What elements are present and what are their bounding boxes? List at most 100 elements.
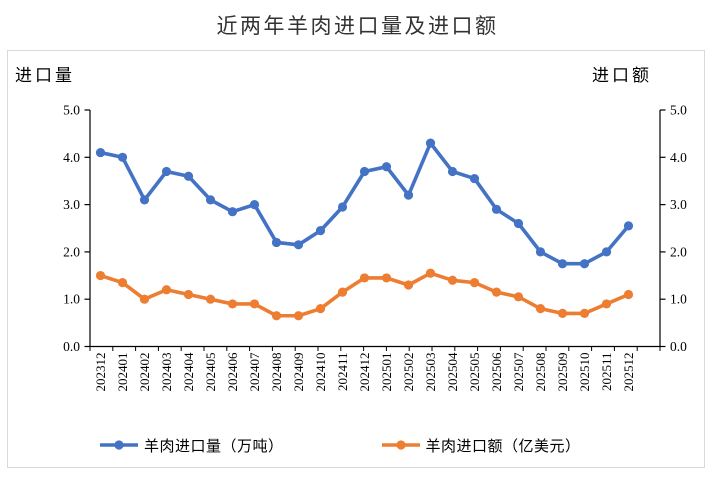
y-axis-tick-label-right: 1.0 <box>670 292 687 307</box>
data-point-import-value <box>117 278 128 288</box>
data-point-import-volume <box>161 166 172 177</box>
x-axis-tick-label: 202405 <box>203 353 218 392</box>
data-point-import-volume <box>535 247 546 257</box>
x-axis-tick-label: 202512 <box>621 353 636 392</box>
data-point-import-value <box>381 273 392 283</box>
x-axis-tick-label: 202510 <box>577 353 592 392</box>
data-point-import-volume <box>337 202 348 212</box>
x-axis-tick-label: 202403 <box>159 353 174 392</box>
y-axis-tick-label-left: 4.0 <box>63 150 80 165</box>
x-axis-tick-label: 202404 <box>181 352 196 392</box>
legend-label-import-value: 羊肉进口额（亿美元） <box>425 438 581 455</box>
import-value-legend-marker-icon <box>381 440 420 450</box>
chart-figure: 进口量 进口额 羊肉进口量（万吨） 羊肉进口额（亿美元） <box>7 50 705 468</box>
data-point-import-volume <box>513 218 524 229</box>
data-point-import-volume <box>205 195 216 205</box>
x-axis-tick-label: 202507 <box>511 352 526 392</box>
data-point-import-value <box>579 308 590 318</box>
data-point-import-value <box>139 294 150 304</box>
data-point-import-value <box>359 273 370 283</box>
data-point-import-volume <box>425 138 436 148</box>
legend-item-import-value: 羊肉进口额（亿美元） <box>381 435 581 455</box>
data-point-import-volume <box>183 171 194 181</box>
data-point-import-value <box>315 304 326 314</box>
data-point-import-volume <box>359 166 370 177</box>
data-point-import-value <box>337 287 348 297</box>
y-axis-tick-label-left: 1.0 <box>63 292 80 307</box>
x-axis-tick-label: 202406 <box>225 352 240 392</box>
x-axis-tick-label: 202508 <box>533 353 548 392</box>
x-axis-tick-label: 202504 <box>445 352 460 392</box>
data-point-import-volume <box>117 152 128 162</box>
x-axis-tick-label: 202312 <box>93 353 108 392</box>
data-point-import-value <box>183 289 194 300</box>
right-axis-title: 进口额 <box>592 66 652 85</box>
x-axis-tick-label: 202411 <box>335 353 350 392</box>
x-axis-tick-label: 202409 <box>291 353 306 392</box>
data-point-import-value <box>293 311 304 321</box>
x-axis-tick-label: 202412 <box>357 353 372 392</box>
data-point-import-value <box>403 280 414 290</box>
data-point-import-volume <box>249 200 260 210</box>
import-volume-legend-marker-icon <box>100 440 138 450</box>
data-point-import-volume <box>381 162 392 172</box>
data-point-import-volume <box>623 221 634 231</box>
y-axis-tick-label-right: 4.0 <box>670 150 687 165</box>
x-axis-tick-label: 202506 <box>489 352 504 392</box>
x-axis-tick-label: 202505 <box>467 353 482 392</box>
data-point-import-value <box>425 268 436 278</box>
data-point-import-value <box>535 304 546 314</box>
y-axis-tick-label-left: 2.0 <box>63 244 80 259</box>
x-axis-tick-label: 202502 <box>401 353 416 392</box>
x-axis-tick-label: 202509 <box>555 353 570 392</box>
data-point-import-volume <box>271 237 282 248</box>
data-point-import-value <box>205 294 216 304</box>
data-point-import-volume <box>403 190 414 200</box>
data-point-import-value <box>95 270 106 281</box>
y-axis-tick-label-left: 5.0 <box>63 103 80 118</box>
legend-item-import-volume: 羊肉进口量（万吨） <box>99 435 284 455</box>
y-axis-tick-label-right: 2.0 <box>670 244 687 259</box>
data-point-import-volume <box>601 247 612 257</box>
data-point-import-value <box>447 275 458 285</box>
data-point-import-value <box>623 289 634 300</box>
x-axis-tick-label: 202402 <box>137 353 152 392</box>
data-point-import-value <box>249 299 260 309</box>
data-point-import-value <box>513 292 524 302</box>
y-axis-tick-label-right: 3.0 <box>670 197 687 212</box>
data-point-import-volume <box>139 195 150 205</box>
legend-label-import-volume: 羊肉进口量（万吨） <box>144 438 284 455</box>
data-point-import-volume <box>447 166 458 177</box>
series-line-import-volume <box>98 141 631 266</box>
y-axis-tick-label-left: 3.0 <box>63 197 80 212</box>
data-point-import-value <box>491 287 502 297</box>
x-axis-tick-label: 202408 <box>269 353 284 392</box>
x-axis-tick-label: 202503 <box>423 353 438 392</box>
data-point-import-value <box>601 299 612 309</box>
data-point-import-volume <box>227 207 238 217</box>
data-point-import-volume <box>95 147 106 158</box>
data-point-import-volume <box>557 259 568 269</box>
x-axis-tick-label: 202501 <box>379 353 394 392</box>
data-point-import-value <box>557 308 568 318</box>
data-point-import-volume <box>469 173 480 184</box>
data-point-import-volume <box>315 226 326 236</box>
x-axis-tick-label: 202410 <box>313 353 328 392</box>
y-axis-tick-label-right: 0.0 <box>670 339 687 354</box>
x-axis-tick-label: 202511 <box>599 353 614 392</box>
x-axis-tick-label: 202407 <box>247 352 262 392</box>
data-point-import-volume <box>293 240 304 250</box>
y-axis-tick-label-left: 0.0 <box>63 339 80 354</box>
data-point-import-value <box>161 285 172 295</box>
data-point-import-value <box>271 311 282 321</box>
data-point-import-value <box>469 278 480 288</box>
data-point-import-volume <box>491 204 502 214</box>
y-axis-tick-label-right: 5.0 <box>670 103 687 118</box>
left-axis-title: 进口量 <box>15 66 75 85</box>
chart-legend: 羊肉进口量（万吨） 羊肉进口额（亿美元） <box>8 435 704 455</box>
data-point-import-value <box>227 299 238 309</box>
x-axis-tick-label: 202401 <box>115 353 130 392</box>
data-point-import-volume <box>579 259 590 269</box>
